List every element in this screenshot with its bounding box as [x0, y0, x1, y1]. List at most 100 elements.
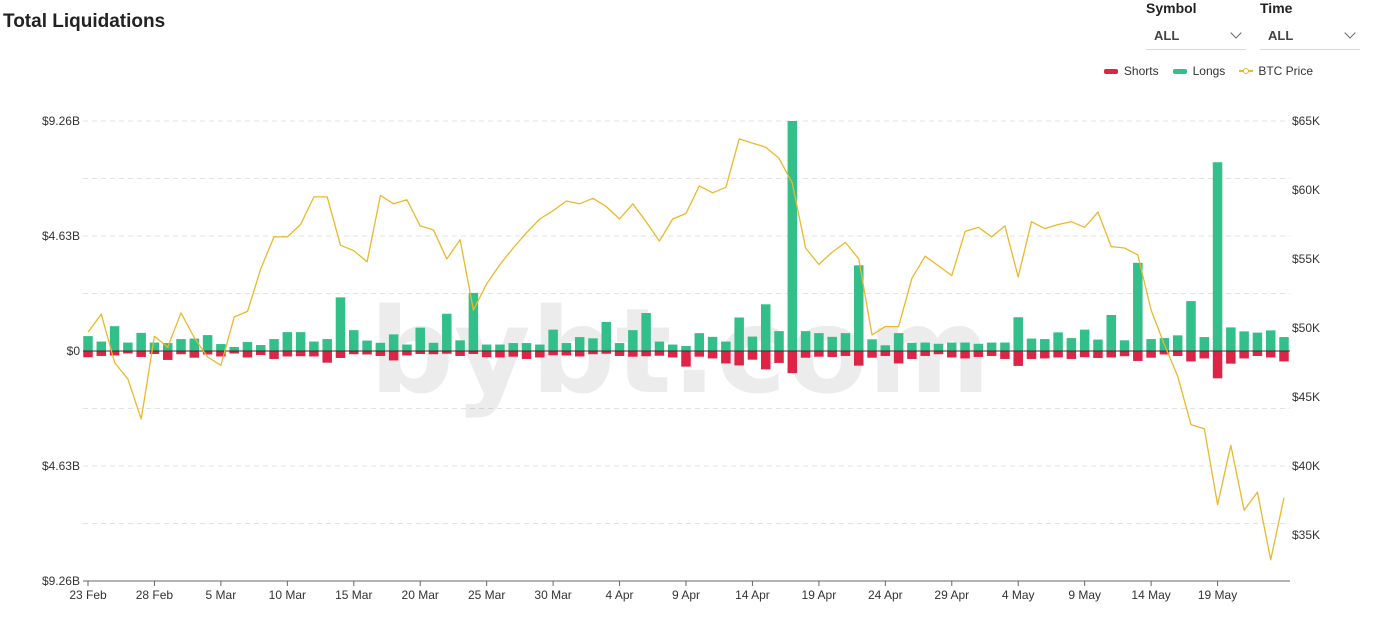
time-value: ALL [1268, 28, 1294, 43]
time-select[interactable]: ALL [1260, 22, 1360, 50]
shorts-bar [1013, 351, 1023, 366]
longs-bar [854, 265, 864, 351]
legend-shorts[interactable]: Shorts [1103, 64, 1159, 78]
longs-bar [508, 343, 518, 351]
shorts-bar [814, 351, 824, 357]
longs-bar [1226, 327, 1236, 351]
longs-bar [256, 345, 266, 351]
shorts-bar [295, 351, 306, 357]
longs-bar [269, 339, 279, 351]
longs-bar [442, 313, 452, 351]
shorts-bar [774, 351, 784, 363]
shorts-bar [1040, 351, 1050, 359]
longs-bar [428, 342, 439, 351]
shorts-bar [1279, 351, 1289, 362]
longs-bar [1013, 317, 1023, 351]
longs-bar [521, 343, 532, 351]
longs-bar [481, 344, 492, 351]
y-right-tick: $45K [1292, 390, 1320, 404]
shorts-bar [83, 351, 93, 358]
y-left-tick: $0 [67, 344, 81, 358]
shorts-bar [136, 351, 146, 357]
longs-bar [309, 341, 319, 351]
y-left-tick: $4.63B [42, 229, 80, 243]
longs-bar [960, 342, 970, 351]
longs-bar [840, 333, 851, 351]
shorts-bar [1172, 351, 1183, 356]
shorts-bar [973, 351, 984, 357]
longs-bar [548, 329, 558, 351]
longs-bar [760, 304, 771, 351]
x-tick-label: 19 May [1198, 588, 1237, 602]
longs-bar [641, 312, 651, 351]
longs-bar [402, 344, 412, 351]
legend-longs[interactable]: Longs [1172, 64, 1225, 78]
shorts-bar [1239, 351, 1249, 359]
longs-bar [1000, 342, 1010, 351]
longs-bar [1239, 331, 1249, 351]
shorts-bar [854, 351, 864, 366]
shorts-bar [242, 351, 253, 358]
longs-bar [1066, 338, 1077, 351]
shorts-bar [667, 351, 678, 358]
shorts-bar [920, 351, 930, 356]
shorts-bar [349, 351, 359, 355]
longs-bar [1133, 262, 1143, 351]
shorts-bar [1159, 351, 1170, 355]
longs-bar [893, 333, 904, 351]
shorts-bar [388, 351, 399, 361]
x-tick-label: 23 Feb [69, 588, 107, 602]
shorts-bar [229, 351, 239, 354]
shorts-bar [681, 351, 691, 367]
y-left-tick: $4.63B [42, 459, 80, 473]
longs-bar [202, 335, 213, 351]
longs-bar [867, 339, 877, 351]
longs-bar [814, 333, 824, 351]
longs-bar [920, 342, 930, 351]
y-right-tick: $55K [1292, 252, 1320, 266]
longs-bar [907, 342, 917, 351]
x-tick-label: 14 May [1131, 588, 1170, 602]
symbol-select[interactable]: ALL [1146, 22, 1246, 50]
shorts-bar [282, 351, 293, 357]
longs-bar [654, 341, 665, 351]
shorts-bar [335, 351, 346, 358]
longs-bar [880, 345, 891, 351]
shorts-bar [867, 351, 877, 358]
longs-bar [1279, 337, 1289, 351]
longs-bar [1106, 314, 1116, 351]
shorts-bar [442, 351, 452, 354]
shorts-bar [800, 351, 811, 358]
longs-bar [335, 297, 346, 351]
x-tick-label: 5 Mar [206, 588, 237, 602]
x-tick-label: 9 May [1068, 588, 1101, 602]
longs-bar [601, 321, 612, 351]
longs-bar [1053, 332, 1063, 351]
symbol-filter: Symbol ALL [1146, 0, 1246, 50]
shorts-bar [1252, 351, 1263, 356]
longs-bar [83, 336, 93, 351]
shorts-bar [428, 351, 439, 355]
longs-bar [933, 343, 944, 351]
time-filter: Time ALL [1260, 0, 1360, 50]
longs-bar [734, 317, 744, 351]
longs-bar [149, 342, 160, 351]
longs-bar [1212, 162, 1223, 351]
shorts-bar [1053, 351, 1063, 358]
longs-bar [800, 331, 811, 351]
shorts-bar [574, 351, 585, 357]
shorts-bar [322, 351, 332, 363]
shorts-bar [109, 351, 120, 356]
longs-bar [242, 342, 253, 351]
legend-btc-price[interactable]: BTC Price [1239, 64, 1313, 78]
longs-bar [1026, 338, 1037, 351]
shorts-bar [880, 351, 891, 356]
longs-bar [947, 342, 957, 351]
x-tick-label: 20 Mar [402, 588, 439, 602]
shorts-bar [947, 351, 957, 358]
shorts-bar [176, 351, 186, 355]
shorts-bar [628, 351, 638, 357]
x-tick-label: 9 Apr [672, 588, 700, 602]
shorts-bar [508, 351, 518, 357]
